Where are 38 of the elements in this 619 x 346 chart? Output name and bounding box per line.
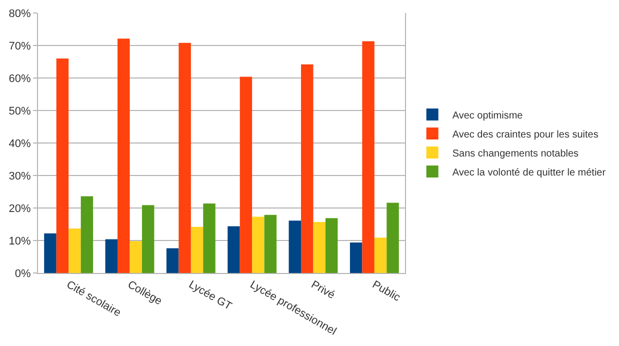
bar (105, 239, 118, 273)
bar (228, 226, 240, 273)
bar (56, 58, 69, 273)
bar (203, 203, 216, 273)
bar (252, 216, 264, 273)
y-tick-label: 10% (8, 235, 32, 248)
bar (288, 220, 302, 273)
bar (130, 241, 142, 273)
bar (313, 222, 326, 273)
y-tick-label: 40% (8, 138, 32, 150)
y-tick-label: 60% (8, 72, 32, 85)
bar (190, 226, 204, 273)
y-tick-label: 30% (8, 170, 32, 182)
y-tick-label: 80% (8, 8, 32, 20)
y-tick-label: 50% (8, 105, 32, 118)
y-tick-label: 20% (8, 202, 32, 215)
bar (362, 41, 374, 273)
y-tick-label: 0% (14, 268, 32, 280)
bar (178, 42, 191, 273)
bar (118, 38, 130, 273)
legend-label: Avec optimisme (452, 110, 524, 122)
legend-label: Sans changements notables (452, 148, 579, 160)
bar (386, 202, 399, 273)
y-tick-label: 70% (8, 40, 32, 52)
bar (350, 242, 362, 273)
bar (264, 214, 277, 273)
x-tick-label: Privé (309, 278, 337, 302)
bar (166, 248, 179, 273)
bar (80, 196, 94, 273)
bar (240, 76, 252, 273)
bar (142, 205, 154, 273)
bar (301, 64, 314, 273)
bar (325, 218, 338, 273)
legend-label: Avec la volonté de quitter le métier (452, 167, 606, 178)
bar (68, 228, 81, 273)
bar (374, 238, 387, 273)
bar (44, 233, 56, 273)
legend-label: Avec des craintes pour les suites (452, 129, 598, 140)
